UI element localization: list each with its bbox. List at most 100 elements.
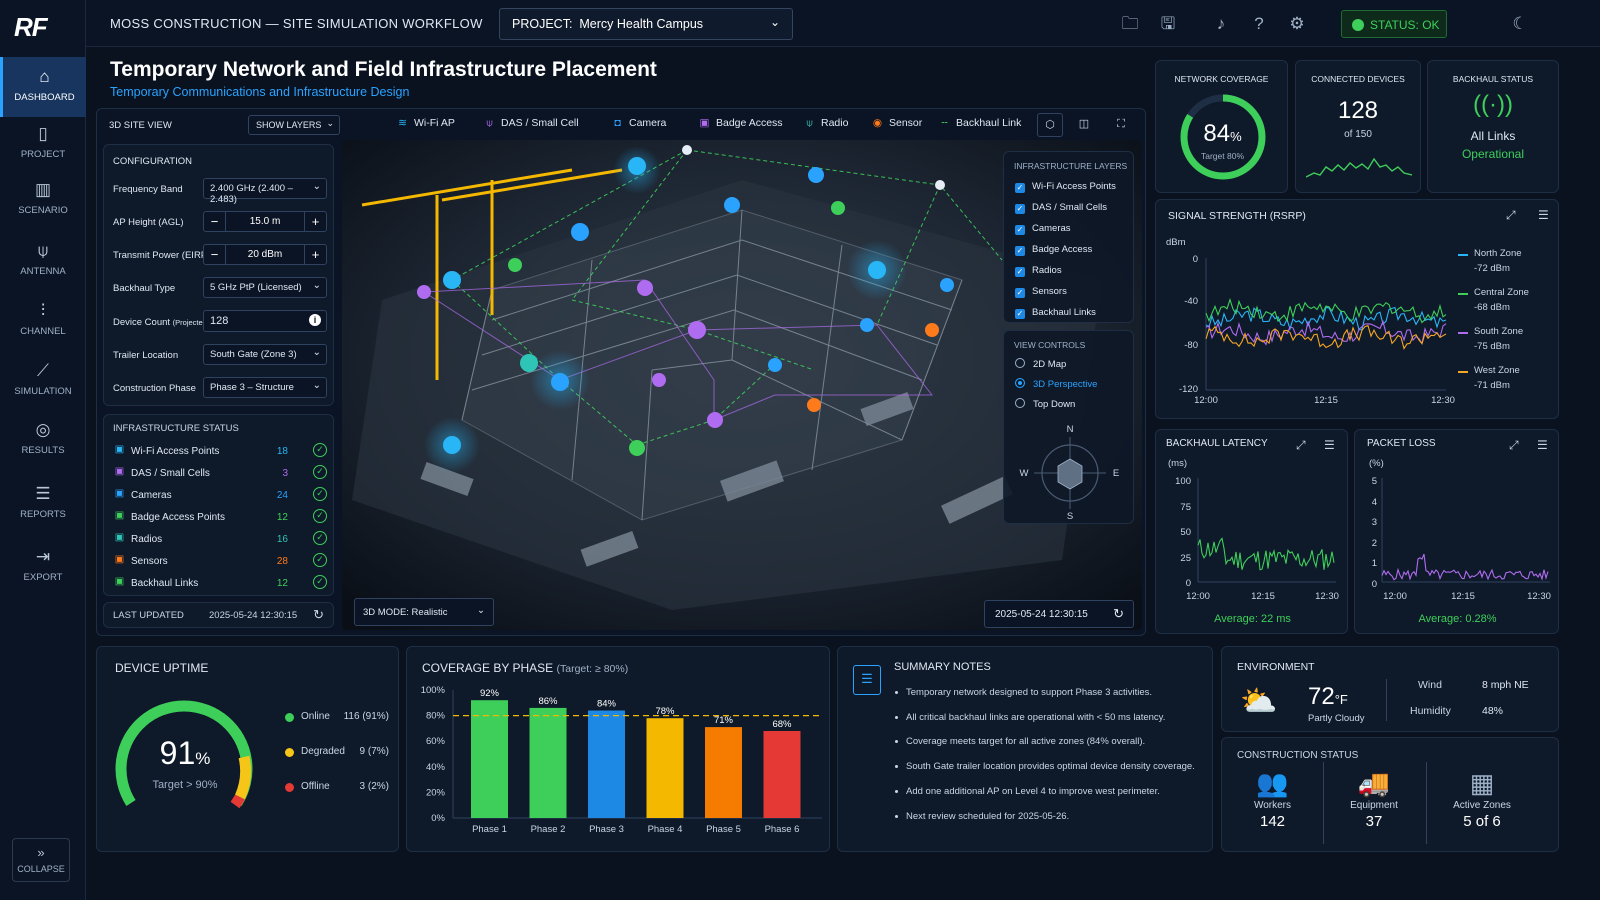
construction-status-panel: CONSTRUCTION STATUS 👥 Workers 142 🚚 Equi…: [1221, 737, 1559, 852]
layer-toggle[interactable]: ✓ Cameras: [1015, 223, 1071, 235]
camera-snapshot-icon[interactable]: ◫: [1078, 118, 1090, 130]
layer-toggle[interactable]: ✓ Radios: [1015, 265, 1062, 277]
nav-dashboard[interactable]: ⌂ DASHBOARD: [0, 57, 86, 117]
bell-icon[interactable]: ♪: [1216, 14, 1226, 33]
checkbox-checked[interactable]: ✓: [1015, 204, 1025, 214]
radio-button-selected[interactable]: [1015, 378, 1025, 388]
checkbox-checked[interactable]: ✓: [1015, 288, 1025, 298]
ap-height-value[interactable]: 15.0 m: [249, 216, 281, 227]
nav-reports[interactable]: ☰ REPORTS: [0, 474, 86, 534]
folder-icon[interactable]: 🗀: [1121, 14, 1139, 33]
infra-row[interactable]: ▣ Cameras 24 ✓: [113, 487, 328, 506]
nav-project[interactable]: ▯ PROJECT: [0, 114, 86, 174]
report-icon: ☰: [35, 484, 51, 503]
loss-average: Average: 0.28%: [1418, 613, 1497, 625]
backhaul-type-select[interactable]: 5 GHz PtP (Licensed) ⌄: [203, 277, 327, 298]
checkbox-checked[interactable]: ✓: [1015, 225, 1025, 235]
project-select[interactable]: PROJECT: Mercy Health Campus ⌄: [499, 8, 793, 40]
trailer-location-select[interactable]: South Gate (Zone 3) ⌄: [203, 344, 327, 365]
layer-toggle[interactable]: ✓ Sensors: [1015, 286, 1067, 298]
layer-toggle[interactable]: ✓ Wi-Fi Access Points: [1015, 181, 1116, 193]
radio-button[interactable]: [1015, 358, 1025, 368]
infra-row[interactable]: ▣ Badge Access Points 12 ✓: [113, 509, 328, 528]
ap-height-stepper[interactable]: − 15.0 m +: [203, 211, 327, 232]
backhaul-line1: All Links: [1470, 129, 1516, 143]
camera-marker: [860, 318, 874, 332]
view-option-top[interactable]: Top Down: [1015, 398, 1075, 410]
view-option-2d[interactable]: 2D Map: [1015, 358, 1066, 370]
info-icon[interactable]: i: [309, 314, 321, 326]
layer-toggle[interactable]: ✓ Badge Access: [1015, 244, 1092, 256]
checkbox-checked[interactable]: ✓: [1015, 267, 1025, 277]
nav-simulation[interactable]: ⟋ SIMULATION: [0, 351, 86, 411]
condition: Partly Cloudy: [1308, 713, 1365, 724]
infra-row[interactable]: ▣ Backhaul Links 12 ✓: [113, 575, 328, 594]
compass-n: N: [1067, 424, 1074, 435]
nav-scenario[interactable]: ▥ SCENARIO: [0, 170, 86, 230]
layer-toggle[interactable]: ✓ Backhaul Links: [1015, 307, 1096, 319]
divider: [1323, 762, 1324, 844]
device-count-input[interactable]: 128 i: [203, 310, 327, 332]
plus-button[interactable]: +: [304, 212, 326, 231]
refresh-icon[interactable]: ↻: [1113, 606, 1124, 621]
tx-power-label: Transmit Power (EIRP): [113, 250, 211, 261]
infra-row[interactable]: ▣ Wi-Fi Access Points 18 ✓: [113, 443, 328, 462]
infra-row[interactable]: ▣ DAS / Small Cells 3 ✓: [113, 465, 328, 484]
nav-export[interactable]: ⇥ EXPORT: [0, 537, 86, 597]
refresh-icon[interactable]: ↻: [313, 607, 324, 622]
minus-button[interactable]: −: [204, 212, 226, 231]
radio-button[interactable]: [1015, 398, 1025, 408]
infra-row[interactable]: ▣ Radios 16 ✓: [113, 531, 328, 550]
camera-marker: [808, 167, 824, 183]
coverage-value: 84%: [1156, 120, 1289, 148]
uptime-target: Target > 90%: [152, 779, 218, 791]
infra-type-icon: ▣: [114, 466, 125, 477]
infrastructure-markers: [417, 145, 954, 456]
temperature: 72°F: [1308, 683, 1348, 711]
plus-button[interactable]: +: [304, 245, 326, 264]
expand-icon[interactable]: ⤢: [1509, 438, 1519, 452]
infra-status-title: INFRASTRUCTURE STATUS: [113, 423, 239, 434]
bar: [471, 700, 508, 818]
tx-power-value[interactable]: 20 dBm: [247, 249, 283, 260]
app-logo[interactable]: RF: [14, 12, 48, 42]
infra-type-icon: ▣: [114, 532, 125, 543]
construction-phase-select[interactable]: Phase 3 – Structure ⌄: [203, 377, 327, 398]
results-icon: ◎: [35, 420, 51, 439]
nav-results[interactable]: ◎ RESULTS: [0, 410, 86, 470]
expand-icon[interactable]: ⤢: [1506, 208, 1516, 222]
y-tick: 75: [1180, 502, 1191, 513]
help-icon[interactable]: ?: [1254, 14, 1264, 33]
nav-antenna[interactable]: ⍦ ANTENNA: [0, 231, 86, 291]
moon-icon[interactable]: ☾: [1512, 14, 1528, 33]
expand-icon[interactable]: ⤢: [1296, 438, 1306, 452]
checkbox-checked[interactable]: ✓: [1015, 246, 1025, 256]
3d-mode-select[interactable]: 3D MODE: Realistic ⌄: [354, 598, 494, 626]
x-tick: 12:15: [1251, 591, 1275, 602]
bullet: [895, 789, 898, 793]
tx-power-stepper[interactable]: − 20 dBm +: [203, 244, 327, 265]
site-3d-scene[interactable]: [342, 140, 1142, 630]
menu-icon[interactable]: ☰: [1538, 208, 1549, 222]
frequency-band-select[interactable]: 2.400 GHz (2.400 – 2.483) ⌄: [203, 178, 327, 205]
category-label: Phase 1: [472, 824, 507, 835]
waveform-icon: ⫶: [40, 301, 46, 320]
checkbox-checked[interactable]: ✓: [1015, 183, 1025, 193]
save-icon[interactable]: 🖫: [1160, 14, 1176, 33]
minus-button[interactable]: −: [204, 245, 226, 264]
compass-widget[interactable]: N S E W: [1014, 419, 1126, 519]
nav-channel[interactable]: ⫶ CHANNEL: [0, 291, 86, 351]
cube-icon[interactable]: ⬡: [1037, 113, 1063, 137]
menu-icon[interactable]: ☰: [1537, 438, 1548, 452]
stat-value: 5 of 6: [1463, 813, 1501, 830]
layer-toggle[interactable]: ✓ DAS / Small Cells: [1015, 202, 1107, 214]
gear-icon[interactable]: ⚙: [1289, 14, 1305, 33]
menu-icon[interactable]: ☰: [1324, 438, 1335, 452]
fullscreen-icon[interactable]: ⛶: [1117, 118, 1125, 130]
checkbox-checked[interactable]: ✓: [1015, 309, 1025, 319]
collapse-button[interactable]: » COLLAPSE: [12, 838, 70, 882]
show-layers-dropdown[interactable]: SHOW LAYERS ⌄: [248, 115, 340, 135]
infra-row[interactable]: ▣ Sensors 28 ✓: [113, 553, 328, 572]
configuration-panel: CONFIGURATION Frequency Band 2.400 GHz (…: [103, 144, 334, 406]
view-option-3d[interactable]: 3D Perspective: [1015, 378, 1097, 390]
